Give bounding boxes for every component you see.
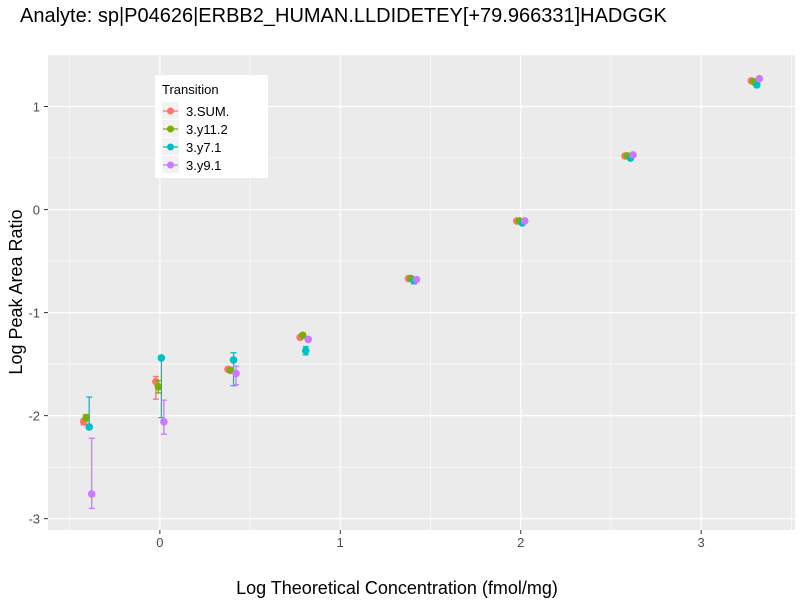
legend-title: Transition (162, 82, 219, 97)
legend-label: 3.y11.2 (186, 122, 228, 137)
y-tick-label: -2 (28, 409, 40, 424)
data-point (160, 418, 168, 426)
y-tick-label: 1 (33, 100, 40, 115)
y-tick-label: 0 (33, 203, 40, 218)
data-point (85, 423, 93, 431)
legend-key-point (167, 143, 174, 151)
y-axis-label: Log Peak Area Ratio (6, 209, 26, 374)
legend-key-point (167, 161, 174, 169)
data-point (157, 354, 166, 362)
legend-key-point (167, 125, 174, 133)
data-point (755, 74, 764, 83)
data-point (520, 217, 529, 225)
data-point (301, 346, 310, 355)
legend: Transition 3.SUM. 3.y11.2 3.y7.1 3.y9.1 (155, 75, 268, 178)
y-tick-label: -3 (28, 512, 40, 527)
legend-key-point (167, 107, 174, 115)
data-point (298, 331, 307, 340)
legend-label: 3.y9.1 (186, 158, 221, 173)
x-tick-label: 2 (517, 535, 524, 550)
legend-label: 3.SUM. (186, 104, 229, 119)
data-point (82, 413, 90, 422)
data-point (232, 369, 240, 378)
data-point (87, 490, 96, 498)
data-point (753, 81, 761, 89)
legend-label: 3.y7.1 (186, 140, 221, 155)
data-point (154, 382, 163, 391)
data-point (229, 356, 238, 364)
y-tick-label: -1 (28, 306, 40, 321)
data-point (304, 335, 313, 344)
x-tick-label: 0 (156, 535, 163, 550)
chart-title: Analyte: sp|P04626|ERBB2_HUMAN.LLDIDETEY… (20, 5, 667, 27)
data-point (412, 275, 421, 284)
x-axis-label: Log Theoretical Concentration (fmol/mg) (236, 578, 558, 598)
x-tick-label: 1 (337, 535, 344, 550)
x-tick-label: 3 (698, 535, 705, 550)
data-point (629, 151, 637, 159)
